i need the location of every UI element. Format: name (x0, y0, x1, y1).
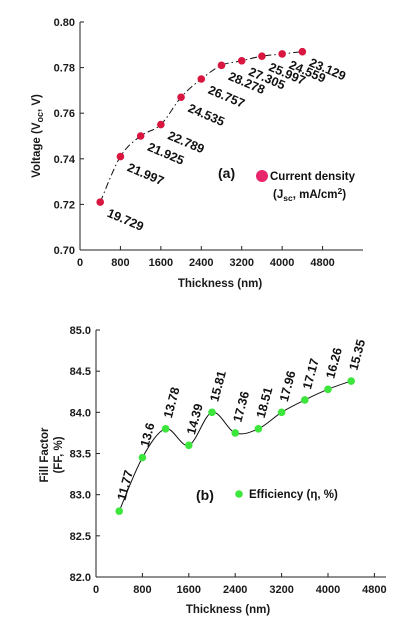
data-point (96, 198, 105, 206)
x-tick-label: 0 (93, 584, 99, 596)
x-tick-label: 2400 (223, 584, 247, 596)
chart-b-legend-label: Efficiency (η, %) (249, 489, 338, 501)
data-point (278, 50, 286, 58)
data-point (301, 396, 309, 404)
chart-a: 0.70 0.72 0.74 0.76 0.78 0.80 0 800 1600 2400 320… (31, 17, 363, 290)
data-point (217, 61, 226, 70)
data-label: 13.6 (138, 421, 158, 448)
x-tick-label: 4000 (316, 584, 340, 596)
x-tick-label: 4800 (362, 584, 386, 596)
data-label: 15.35 (347, 338, 369, 372)
data-label: 14.39 (184, 402, 206, 436)
chart-a-x-ticks: 0 800 1600 2400 3200 4000 4800 (77, 246, 335, 269)
data-label: 16.26 (323, 346, 345, 380)
x-tick-label: 800 (111, 257, 129, 269)
x-tick-label: 3200 (269, 584, 293, 596)
chart-b-x-title: Thickness (nm) (186, 604, 271, 616)
data-point (324, 385, 332, 394)
chart-a-points (96, 47, 307, 206)
y-tick-label: 82.5 (70, 531, 91, 543)
chart-a-legend-unit: (Jsc, mA/cm2) (273, 186, 346, 203)
chart-b: 82.0 82.5 83.0 83.5 84.0 84.5 85.0 0 800 1600 240… (39, 325, 387, 616)
x-tick-label: 1600 (177, 584, 201, 596)
data-label: 13.78 (161, 386, 183, 420)
y-tick-label: 0.74 (54, 154, 76, 166)
x-tick-label: 800 (133, 584, 151, 596)
chart-b-legend-marker (235, 490, 243, 498)
y-tick-label: 0.78 (54, 63, 75, 75)
data-point (136, 132, 145, 140)
chart-b-panel-label: (b) (196, 487, 214, 503)
data-label: 17.36 (231, 390, 253, 424)
y-tick-label: 84.0 (70, 407, 91, 419)
chart-a-y-ticks: 0.70 0.72 0.74 0.76 0.78 0.80 (54, 17, 84, 257)
data-point (161, 425, 170, 433)
chart-a-data-labels: 19.72921.99721.92522.78924.53526.75728.2… (105, 56, 348, 234)
y-tick-label: 83.5 (70, 449, 91, 461)
chart-b-y-title-unit: (FF, %) (53, 436, 65, 473)
y-tick-label: 0.76 (54, 108, 75, 120)
data-point (138, 453, 147, 462)
data-point (185, 441, 193, 450)
data-point (115, 507, 123, 515)
y-tick-label: 82.0 (70, 572, 91, 584)
data-point (277, 408, 286, 417)
x-tick-label: 1600 (149, 257, 173, 269)
chart-a-panel-label: (a) (218, 165, 235, 181)
data-label: 17.17 (300, 357, 322, 391)
y-tick-label: 85.0 (70, 325, 91, 337)
chart-b-y-title: Fill Factor (39, 427, 51, 482)
data-point (116, 152, 125, 161)
data-point (258, 52, 266, 60)
chart-a-x-title: Thickness (nm) (178, 278, 263, 290)
data-label: 21.997 (125, 160, 166, 188)
data-point (237, 56, 246, 65)
data-label: 19.729 (105, 206, 146, 234)
x-tick-label: 0 (77, 257, 83, 269)
data-point (197, 75, 206, 83)
chart-b-x-ticks: 0 800 1600 2400 3200 4000 4800 (93, 573, 387, 596)
chart-a-legend-label: Current density (270, 171, 356, 183)
data-label: 18.51 (254, 386, 276, 420)
y-tick-label: 0.70 (54, 245, 75, 257)
data-point (208, 408, 216, 417)
y-tick-label: 0.72 (54, 199, 75, 211)
data-point (177, 93, 185, 102)
data-point (298, 47, 307, 56)
y-tick-label: 83.0 (70, 490, 91, 502)
y-tick-label: 0.80 (54, 17, 75, 29)
data-point (254, 425, 263, 433)
data-label: 24.535 (186, 101, 227, 129)
data-label: 17.96 (277, 369, 299, 403)
x-tick-label: 2400 (189, 257, 213, 269)
chart-a-y-title: Voltage (Voc, V) (31, 94, 45, 178)
chart-b-y-ticks: 82.0 82.5 83.0 83.5 84.0 84.5 85.0 (70, 325, 100, 584)
x-tick-label: 4000 (270, 257, 294, 269)
data-label: 15.81 (207, 369, 229, 403)
data-point (157, 120, 165, 129)
chart-b-points (115, 377, 356, 515)
chart-a-legend-marker (256, 170, 268, 182)
data-label: 11.77 (115, 469, 136, 502)
y-tick-label: 84.5 (70, 366, 91, 378)
data-point (231, 429, 239, 437)
x-tick-label: 3200 (229, 257, 253, 269)
x-tick-label: 4800 (310, 257, 334, 269)
data-point (347, 377, 356, 385)
